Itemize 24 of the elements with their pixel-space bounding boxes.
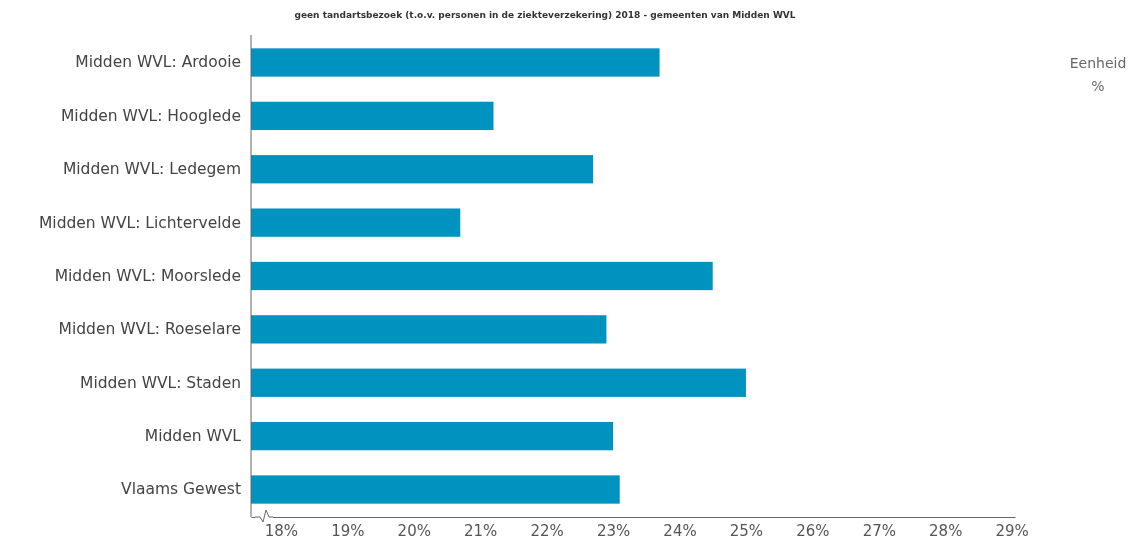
x-tick-label: 26% <box>796 521 830 539</box>
y-tick-label: Midden WVL: Lichtervelde <box>38 213 241 232</box>
text: % <box>1091 78 1105 94</box>
y-tick-label: Midden WVL: Moorslede <box>54 266 241 285</box>
x-tick-label: 23% <box>596 521 631 539</box>
x-tick-label: 28% <box>929 521 963 539</box>
y-tick-label: Vlaams Gewest <box>121 480 241 499</box>
y-tick-label: Midden WVL: Ledegem <box>62 160 241 179</box>
chart-title: geen tandartsbezoek (t.o.v. personen in de ziekteverzekering) 2018 - gemeenten van Midden WVL <box>294 10 796 20</box>
y-tick-label: Midden WVL: Ardooie <box>75 53 241 72</box>
x-tick-label: 29% <box>995 521 1029 539</box>
x-tick-label: 27% <box>862 521 896 539</box>
x-tick-label: 22% <box>530 521 564 539</box>
x-tick-label: 19% <box>331 521 365 539</box>
x-tick-label: 25% <box>729 521 764 539</box>
text: Eenheid <box>1069 55 1127 71</box>
x-tick-label: 24% <box>663 521 697 539</box>
y-tick-label: Midden WVL: Hooglede <box>60 106 241 125</box>
x-tick-label: 21% <box>464 521 498 539</box>
x-tick-label: 18% <box>264 521 299 539</box>
y-tick-label: Midden WVL: Staden <box>80 373 241 392</box>
y-tick-label: Midden WVL <box>144 427 242 446</box>
x-tick-label: 20% <box>397 521 431 539</box>
y-tick-label: Midden WVL: Roeselare <box>58 320 241 339</box>
